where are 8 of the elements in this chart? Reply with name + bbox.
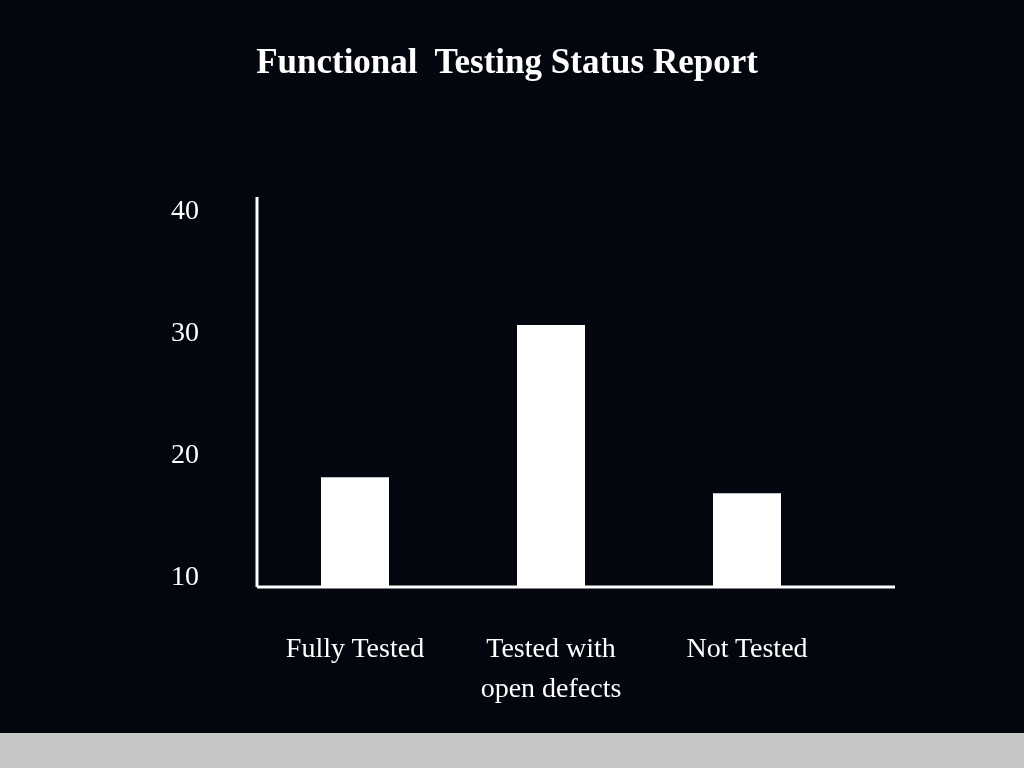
chart-title: Functional Testing Status Report [255, 42, 759, 82]
x-tick-label: Tested with open defects [480, 632, 622, 703]
y-tick-label: 30 [171, 316, 199, 347]
x-tick-label: Not Tested [686, 632, 808, 663]
y-tick-label: 10 [171, 559, 199, 591]
y-tick-label: 20 [171, 437, 199, 469]
x-tick-label: Fully Tested [285, 632, 425, 663]
y-tick-label: 40 [171, 194, 199, 226]
